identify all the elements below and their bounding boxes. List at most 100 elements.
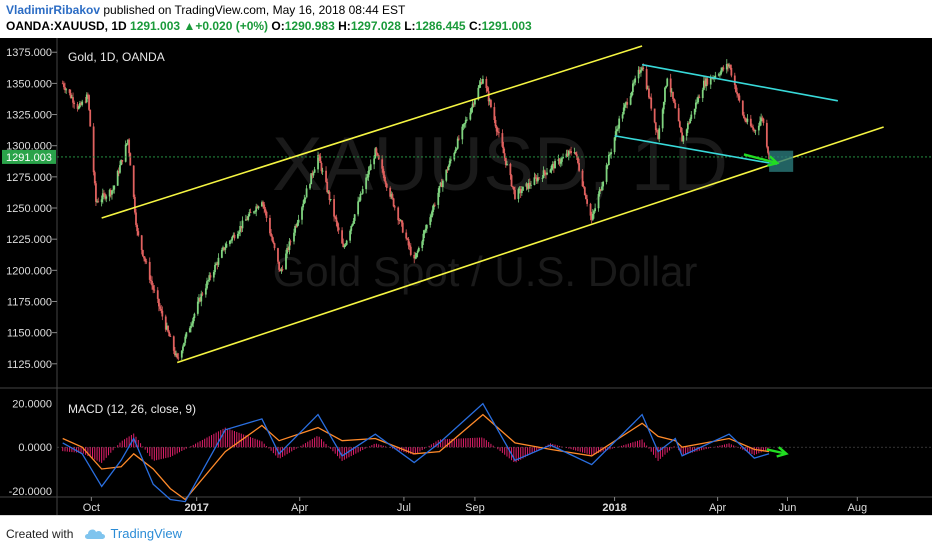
candle-body — [375, 148, 378, 154]
candle-body — [399, 220, 402, 221]
candle-body — [554, 160, 556, 169]
candle-body — [222, 247, 224, 250]
candle-body — [441, 180, 444, 188]
candle-body — [192, 318, 195, 324]
candle-body — [461, 126, 464, 140]
grid — [0, 38, 932, 515]
candle-body — [368, 170, 371, 171]
candle-body — [216, 263, 219, 265]
candle-body — [119, 165, 121, 173]
candle-body — [471, 103, 474, 108]
candle-body — [662, 101, 665, 110]
candle-body — [685, 129, 688, 136]
candle-body — [648, 88, 650, 98]
author-link[interactable]: VladimirRibakov — [6, 3, 101, 17]
candle-body — [352, 220, 355, 224]
candle-body — [487, 91, 490, 102]
candle-body — [593, 211, 595, 214]
candle-body — [104, 194, 106, 199]
candle-body — [730, 67, 733, 76]
candle-body — [449, 159, 452, 161]
candle-body — [757, 125, 760, 131]
macd-line — [62, 402, 770, 503]
candle-body — [697, 96, 700, 103]
candle-body — [193, 313, 196, 319]
candle-body — [190, 325, 192, 329]
candle-body — [525, 183, 528, 187]
candle-body — [720, 70, 722, 75]
last-price-label: 1291.003 — [6, 152, 52, 164]
candle-body — [602, 181, 605, 187]
chart-area[interactable]: XAUUSD, 1D Gold Spot / U.S. Dollar 1291.… — [0, 38, 932, 515]
candle-body — [719, 74, 721, 76]
candle-body — [456, 138, 459, 149]
candle-body — [453, 152, 456, 160]
candle-body — [754, 130, 757, 132]
candle-body — [601, 186, 603, 191]
candle-body — [577, 156, 579, 163]
candle-body — [70, 97, 73, 98]
candle-body — [279, 269, 282, 272]
candle-body — [239, 226, 242, 232]
candle-body — [498, 132, 500, 134]
candle-body — [400, 220, 403, 223]
chart-svg[interactable]: XAUUSD, 1D Gold Spot / U.S. Dollar 1291.… — [0, 38, 932, 515]
candle-body — [753, 129, 756, 131]
candle-body — [653, 108, 656, 123]
candle-body — [342, 243, 345, 247]
candle-body — [225, 244, 228, 248]
candle-body — [536, 177, 539, 182]
candle-body — [709, 77, 712, 85]
candle-body — [448, 160, 451, 166]
tradingview-logo[interactable]: TradingView — [84, 525, 182, 543]
candle-body — [393, 206, 396, 208]
candle-body — [607, 154, 610, 166]
candle-body — [401, 222, 404, 233]
candle-body — [721, 67, 724, 71]
candle-body — [68, 89, 71, 93]
candle-body — [618, 118, 621, 129]
candle-body — [543, 170, 546, 173]
candle-body — [156, 290, 159, 299]
candle-body — [650, 97, 653, 109]
candle-body — [473, 99, 476, 105]
candle-body — [615, 129, 618, 132]
candle-body — [689, 118, 692, 124]
candle-body — [657, 131, 659, 139]
price-tick-label: 1300.000 — [6, 141, 52, 153]
candle-body — [191, 323, 194, 326]
time-tick-label: Apr — [709, 502, 726, 514]
published-info: published on TradingView.com, May 16, 20… — [100, 3, 406, 17]
candle-body — [228, 240, 231, 245]
candle-body — [277, 248, 279, 262]
footer: Created with TradingView — [0, 515, 932, 551]
candle-body — [317, 155, 319, 170]
candle-body — [297, 219, 300, 223]
candle-body — [124, 144, 127, 162]
candle-body — [637, 69, 640, 79]
candle-body — [220, 249, 223, 258]
time-tick-label: Sep — [465, 502, 485, 514]
candle-body — [207, 280, 210, 282]
macd-tick-label: -20.0000 — [9, 486, 52, 498]
candle-body — [670, 91, 673, 93]
candle-body — [518, 188, 521, 190]
price-tick-label: 1150.000 — [7, 328, 52, 340]
candle-body — [638, 69, 641, 73]
candle-body — [409, 246, 412, 255]
macd-arrow-head — [776, 446, 789, 458]
candle-body — [390, 194, 393, 197]
candle-body — [366, 177, 369, 179]
candle-body — [285, 253, 287, 270]
candle-body — [567, 150, 570, 156]
candle-body — [62, 83, 65, 88]
candle-body — [606, 165, 609, 166]
candle-body — [669, 78, 672, 93]
candle-body — [129, 153, 132, 166]
candle-body — [224, 247, 227, 250]
candle-body — [151, 281, 153, 286]
candle-body — [359, 194, 362, 201]
last-price-label-bg — [2, 149, 56, 164]
candle-body — [367, 170, 370, 178]
candle-body — [145, 261, 148, 263]
